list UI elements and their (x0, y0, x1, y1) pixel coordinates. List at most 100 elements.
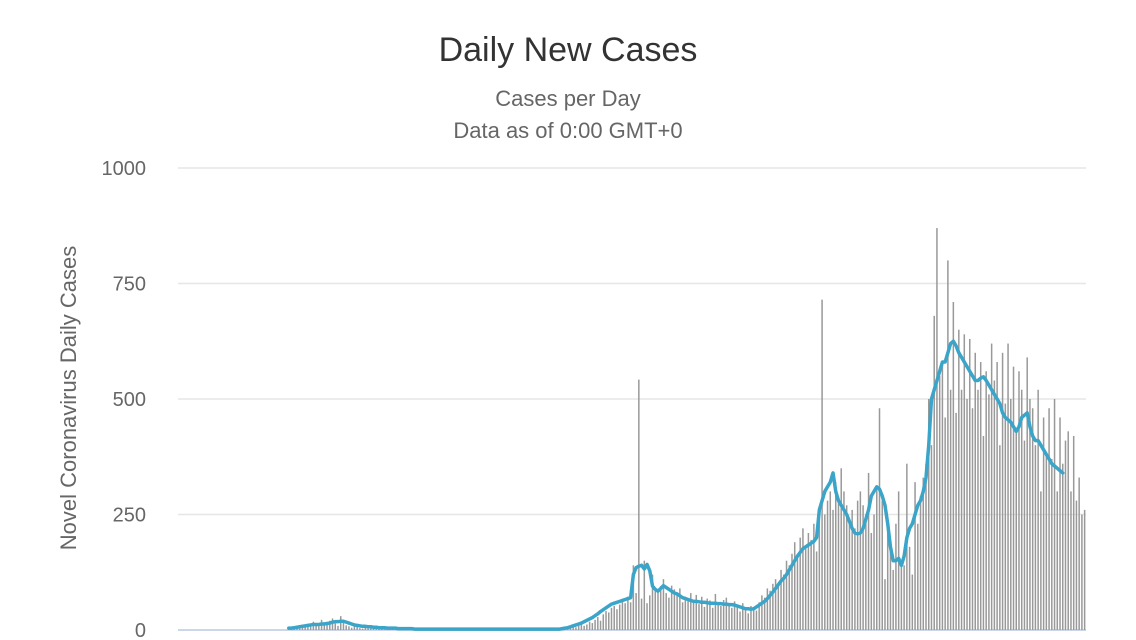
bar (783, 574, 785, 630)
bar (911, 574, 914, 630)
bar (856, 500, 859, 630)
bar (577, 625, 580, 630)
bar (938, 375, 941, 630)
bar (1012, 366, 1015, 630)
bar (824, 514, 826, 630)
bar (599, 620, 602, 630)
bar (818, 509, 821, 630)
bar (914, 482, 916, 630)
bar (785, 560, 788, 630)
bar (969, 338, 971, 630)
bar (796, 556, 799, 630)
bar (638, 379, 640, 630)
bar (1053, 399, 1056, 630)
bar (862, 505, 864, 630)
bar (1064, 440, 1067, 630)
daily-bars (288, 228, 1086, 630)
bar (665, 593, 667, 630)
bar (1062, 463, 1064, 630)
bar (963, 334, 966, 630)
bar (731, 607, 733, 630)
bar (681, 602, 684, 630)
bar (659, 586, 662, 630)
bar (886, 523, 889, 630)
moving-average-line (287, 339, 1065, 631)
bar (381, 629, 383, 630)
bar (698, 604, 700, 630)
bar (629, 602, 632, 630)
bar (944, 417, 946, 630)
bar (835, 482, 837, 630)
bar (802, 528, 804, 630)
bar (878, 408, 881, 630)
bar (870, 532, 873, 630)
bar (925, 463, 927, 630)
bar (958, 329, 960, 630)
bar (1004, 403, 1007, 630)
bar (646, 603, 648, 630)
bar (763, 597, 766, 630)
bar (780, 569, 782, 630)
bar (960, 389, 963, 630)
bar (807, 532, 810, 630)
bar (733, 601, 736, 630)
bar (1059, 417, 1061, 630)
bar (750, 605, 752, 630)
bar (873, 514, 875, 630)
bar (367, 627, 369, 630)
bar (1081, 514, 1083, 630)
bar (326, 624, 328, 630)
bar (851, 509, 853, 630)
bar (348, 626, 350, 630)
bar (334, 623, 337, 630)
bar (1078, 477, 1080, 630)
bar (668, 597, 670, 630)
bar (676, 595, 678, 630)
bar (605, 611, 607, 630)
bar (884, 579, 886, 630)
bar (889, 546, 892, 630)
bar (927, 399, 930, 630)
bar (700, 596, 703, 630)
bar (815, 551, 818, 630)
bar (1056, 491, 1059, 630)
bar (353, 624, 356, 630)
bar (922, 477, 925, 630)
bar (1072, 435, 1075, 630)
bar (643, 560, 646, 630)
bar (966, 399, 968, 630)
bar (331, 618, 334, 630)
y-tick-label: 500 (113, 389, 146, 411)
bar (679, 588, 681, 630)
moving-average-path (287, 339, 1065, 631)
bar (323, 622, 326, 630)
bar (608, 612, 610, 630)
bar (594, 619, 596, 630)
bar (977, 389, 979, 630)
bar (742, 603, 744, 630)
bar (692, 602, 695, 630)
bar (307, 626, 309, 630)
bar (832, 509, 834, 630)
bar (640, 598, 643, 630)
bar (304, 625, 306, 630)
bar (359, 628, 361, 630)
bar (747, 613, 749, 630)
bar (651, 574, 654, 630)
y-tick-label: 250 (113, 505, 146, 527)
bar (791, 553, 793, 630)
bar (999, 445, 1001, 630)
bar (941, 362, 944, 630)
bar (930, 445, 933, 630)
bar (569, 627, 572, 630)
bar (597, 617, 599, 630)
bar (867, 472, 870, 630)
bar (586, 624, 588, 630)
bar (881, 500, 883, 630)
bar (829, 491, 832, 630)
bar (793, 542, 796, 630)
bar (673, 589, 676, 630)
bar (695, 594, 698, 630)
bar (758, 602, 760, 630)
chart-subtitle: Cases per Day (495, 86, 641, 111)
